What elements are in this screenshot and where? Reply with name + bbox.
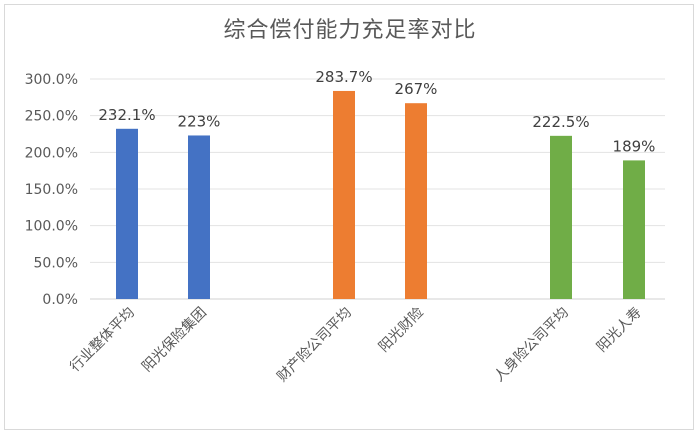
bar bbox=[188, 135, 210, 299]
y-tick-label: 200.0% bbox=[25, 145, 78, 161]
x-tick-label: 人身险公司平均 bbox=[491, 305, 572, 386]
bar bbox=[405, 103, 427, 299]
y-tick-label: 300.0% bbox=[25, 72, 78, 88]
data-label: 222.5% bbox=[532, 113, 589, 131]
y-tick-label: 0.0% bbox=[42, 292, 78, 308]
y-tick-label: 250.0% bbox=[25, 109, 78, 125]
y-tick-label: 150.0% bbox=[25, 182, 78, 198]
data-label: 283.7% bbox=[315, 68, 372, 86]
data-label: 232.1% bbox=[98, 106, 155, 124]
data-label: 223% bbox=[178, 112, 221, 130]
x-tick-label: 阳光保险集团 bbox=[138, 304, 209, 375]
x-tick-label: 阳光人寿 bbox=[593, 304, 645, 356]
chart-title: 综合偿付能力充足率对比 bbox=[223, 18, 477, 43]
data-label: 267% bbox=[395, 80, 438, 98]
bar bbox=[116, 128, 138, 299]
bar bbox=[550, 135, 572, 299]
y-tick-label: 50.0% bbox=[34, 255, 78, 271]
bar bbox=[333, 90, 355, 299]
x-tick-label: 财产险公司平均 bbox=[274, 305, 355, 386]
data-label: 189% bbox=[613, 137, 656, 155]
bar bbox=[623, 160, 645, 299]
x-tick-label: 阳光财险 bbox=[376, 305, 427, 356]
y-tick-label: 100.0% bbox=[25, 219, 78, 235]
x-tick-label: 行业整体平均 bbox=[67, 305, 138, 376]
